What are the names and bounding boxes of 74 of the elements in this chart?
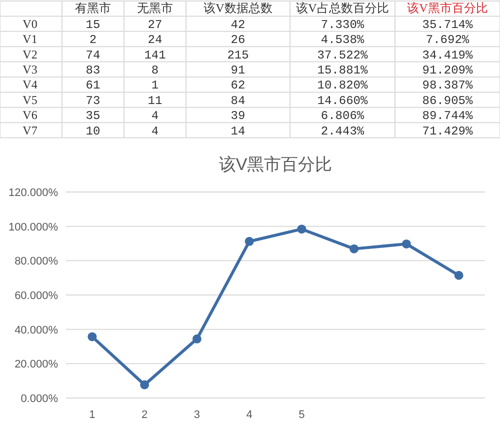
point	[454, 270, 464, 280]
text: 83	[86, 64, 100, 78]
text: 27	[148, 18, 162, 32]
text: 4	[151, 109, 159, 124]
category-label: V0	[22, 16, 38, 31]
text: 42	[230, 18, 246, 32]
text: 84	[230, 94, 246, 108]
text: 71.429%	[422, 124, 473, 138]
point	[297, 224, 306, 234]
text: 26	[230, 33, 246, 48]
point	[192, 334, 202, 344]
text: 35.714%	[422, 18, 473, 32]
category-label: V6	[22, 108, 38, 122]
text: 1	[151, 78, 159, 93]
text: 4	[151, 124, 159, 138]
category-label: 该V占总数百分比	[296, 1, 389, 16]
x-tick-label: 4	[246, 409, 252, 421]
x-tick-label: 3	[194, 409, 200, 421]
category-label: 该V黑市百分比	[407, 1, 488, 16]
text: 15	[86, 18, 100, 32]
text: 91	[230, 64, 246, 78]
y-tick-label: 40.000%	[14, 324, 58, 336]
y-tick-label: 60.000%	[14, 290, 58, 302]
point	[350, 244, 359, 254]
text: 24	[148, 33, 162, 48]
text: 35	[86, 109, 100, 124]
text: 7.692%	[426, 33, 470, 48]
point	[88, 332, 97, 342]
text: 10.820%	[317, 78, 368, 93]
category-label: 该V数据总数	[204, 1, 272, 16]
text: 6.806%	[320, 109, 364, 124]
text: 14	[230, 124, 246, 138]
y-tick-label: 0.000%	[20, 393, 58, 405]
text: 2.443%	[320, 124, 364, 138]
text: 73	[86, 94, 100, 108]
category-label: V7	[22, 123, 38, 138]
x-tick-label: 2	[142, 409, 148, 421]
y-tick-label: 20.000%	[14, 358, 58, 371]
point	[402, 239, 411, 248]
text: 91.209%	[422, 64, 473, 78]
point	[140, 380, 150, 390]
text: 98.387%	[422, 78, 473, 93]
category-label: V4	[22, 78, 38, 92]
text: 11	[148, 94, 162, 108]
y-tick-label: 100.000%	[8, 221, 58, 234]
text: 14.660%	[317, 94, 368, 108]
x-tick-label: 1	[89, 409, 96, 421]
category-label: 有黑市	[75, 1, 111, 16]
text: 15.881%	[317, 64, 368, 78]
category-label: V1	[22, 32, 38, 46]
text: 10	[86, 124, 100, 138]
chart-title: 该V黑市百分比	[218, 155, 332, 174]
text: 7.330%	[320, 18, 364, 32]
text: 2	[89, 33, 97, 48]
text: 61	[86, 78, 100, 93]
category-label: V2	[22, 47, 38, 62]
category-label: V5	[22, 92, 38, 107]
text: 74	[86, 48, 100, 62]
y-tick-label: 120.000%	[8, 187, 58, 199]
text: 8	[151, 64, 159, 78]
text: 37.522%	[317, 48, 368, 62]
text: 215	[227, 48, 249, 62]
text: 4.538%	[320, 33, 364, 48]
category-label: 无黑市	[137, 1, 173, 16]
text: 86.905%	[422, 94, 473, 108]
point	[244, 236, 254, 246]
x-tick-label: 5	[298, 409, 305, 421]
text: 62	[230, 78, 246, 93]
text: 34.419%	[422, 48, 473, 62]
text: 89.744%	[422, 109, 473, 124]
y-tick-label: 80.000%	[14, 256, 58, 268]
category-label: V3	[22, 62, 38, 76]
text: 141	[144, 48, 166, 62]
text: 39	[230, 109, 246, 124]
